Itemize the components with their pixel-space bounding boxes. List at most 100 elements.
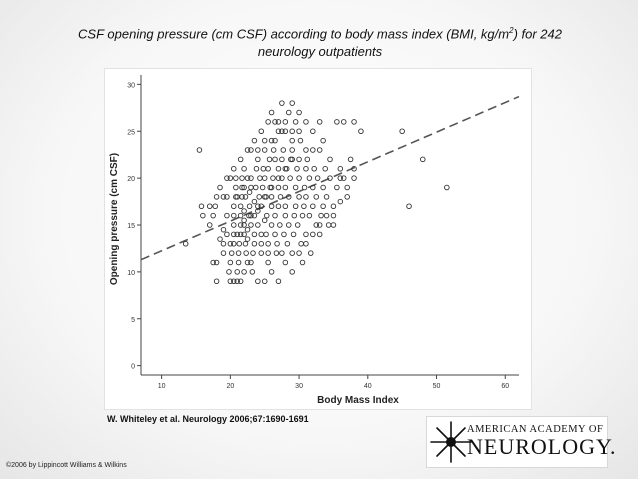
- data-point: [297, 137, 304, 144]
- data-point: [347, 156, 354, 163]
- data-point: [198, 203, 205, 209]
- data-point: [231, 165, 237, 172]
- data-point: [248, 184, 254, 191]
- data-point: [244, 236, 251, 242]
- data-point: [294, 222, 301, 228]
- data-point: [272, 119, 278, 125]
- data-point: [266, 156, 273, 163]
- data-point: [420, 156, 426, 163]
- data-point: [248, 175, 254, 181]
- data-point: [282, 119, 289, 125]
- data-point: [399, 128, 405, 135]
- data-point: [318, 212, 324, 219]
- data-point: [298, 240, 304, 247]
- data-point: [270, 175, 276, 181]
- data-points-group: [182, 100, 450, 284]
- x-tick-label: 20: [226, 383, 234, 390]
- data-point: [282, 259, 289, 266]
- data-point: [287, 175, 293, 181]
- y-tick-label: 15: [127, 223, 135, 230]
- starburst-icon: [430, 421, 472, 463]
- trend-line-group: [140, 95, 520, 261]
- data-point: [213, 259, 220, 266]
- data-point: [277, 222, 283, 228]
- x-tick-label: 40: [364, 383, 372, 390]
- data-point: [231, 212, 237, 219]
- data-point: [323, 194, 330, 200]
- logo-line-2: NEUROLOGY.: [467, 434, 617, 459]
- data-point: [289, 250, 295, 256]
- logo-line-1: AMERICAN ACADEMY OF: [467, 424, 604, 435]
- data-point: [234, 269, 240, 275]
- data-point: [320, 137, 326, 144]
- data-point: [301, 184, 308, 191]
- data-point: [268, 109, 275, 116]
- data-point: [275, 128, 282, 135]
- data-point: [234, 278, 240, 284]
- data-point: [268, 222, 275, 228]
- data-point: [316, 222, 323, 228]
- data-point: [323, 212, 330, 219]
- data-point: [237, 222, 244, 228]
- data-point: [301, 203, 307, 209]
- data-point: [268, 269, 275, 275]
- title-text-part1: CSF opening pressure (cm CSF) according …: [78, 26, 510, 42]
- data-point: [244, 175, 251, 181]
- data-point: [296, 250, 302, 256]
- data-point: [358, 128, 364, 135]
- data-point: [239, 175, 245, 181]
- data-point: [280, 147, 287, 153]
- data-point: [304, 156, 311, 163]
- data-point: [251, 231, 258, 238]
- data-point: [344, 184, 350, 191]
- data-point: [265, 240, 271, 247]
- data-point: [310, 184, 316, 191]
- data-point: [306, 212, 313, 219]
- data-point: [275, 165, 282, 172]
- x-axis-label: Body Mass Index: [317, 395, 399, 406]
- title-text-part2: ) for 242: [513, 26, 562, 42]
- aan-logo: AMERICAN ACADEMY OF NEUROLOGY.: [426, 416, 616, 468]
- data-point: [231, 278, 237, 284]
- data-point: [289, 128, 295, 135]
- data-point: [244, 226, 251, 233]
- data-point: [234, 231, 240, 238]
- data-point: [330, 212, 337, 219]
- data-point: [237, 156, 244, 163]
- data-point: [310, 203, 316, 209]
- data-point: [261, 147, 268, 153]
- data-point: [241, 208, 247, 214]
- y-tick-label: 0: [131, 364, 135, 371]
- data-point: [274, 240, 280, 247]
- data-point: [313, 194, 320, 200]
- data-point: [220, 226, 227, 233]
- data-point: [351, 165, 357, 172]
- data-point: [242, 240, 249, 247]
- data-point: [255, 222, 261, 228]
- data-point: [268, 137, 275, 144]
- data-point: [213, 278, 220, 284]
- data-point: [275, 119, 282, 125]
- data-point: [227, 175, 234, 181]
- data-point: [289, 147, 295, 153]
- data-point: [303, 194, 309, 200]
- data-point: [299, 259, 306, 266]
- data-point: [299, 212, 306, 219]
- data-point: [255, 156, 261, 163]
- data-point: [265, 119, 271, 125]
- data-point: [261, 137, 268, 144]
- data-point: [306, 175, 313, 181]
- data-point: [281, 231, 287, 238]
- x-tick-label: 10: [158, 383, 166, 390]
- data-point: [272, 137, 278, 144]
- data-point: [286, 109, 292, 116]
- data-point: [248, 212, 254, 219]
- data-point: [275, 203, 282, 209]
- data-point: [282, 203, 289, 209]
- data-point: [292, 119, 299, 125]
- data-point: [246, 203, 253, 209]
- data-point: [289, 269, 295, 275]
- data-point: [303, 240, 309, 247]
- data-point: [250, 250, 256, 256]
